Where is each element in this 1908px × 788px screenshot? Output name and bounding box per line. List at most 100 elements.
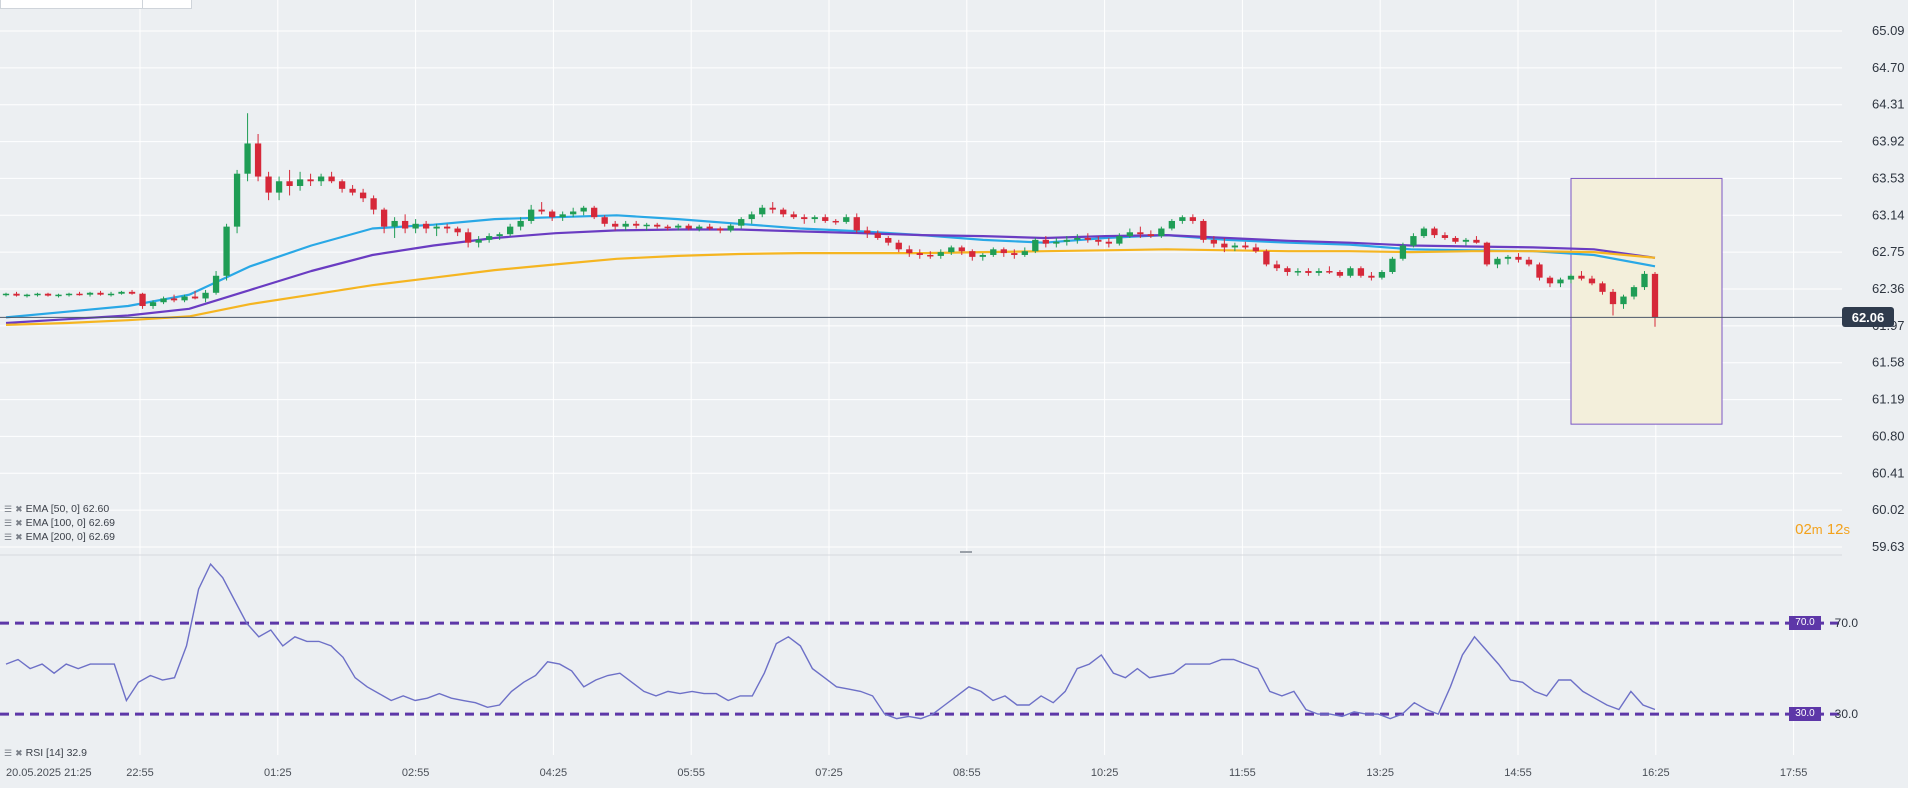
candle-body	[1095, 239, 1102, 242]
candle-body	[538, 209, 545, 212]
candle-body	[1389, 258, 1396, 272]
candle-body	[1378, 271, 1386, 278]
candle-body	[422, 223, 430, 229]
candle-body	[1620, 296, 1627, 305]
settings-icon[interactable]: ☰	[4, 531, 13, 542]
candle-body	[664, 226, 671, 229]
candle-body	[254, 143, 262, 177]
candle-body	[1431, 228, 1438, 236]
ema-line-0	[5, 214, 1656, 319]
candle-body	[1462, 239, 1470, 242]
candle-body	[1399, 245, 1407, 259]
candle-body	[916, 253, 923, 255]
close-icon[interactable]: ✖	[15, 503, 23, 514]
candle-body	[937, 252, 944, 256]
candle-body	[1168, 220, 1176, 229]
candle-body	[790, 214, 797, 218]
candle-body	[1210, 239, 1218, 244]
rsi-legend[interactable]: ☰ ✖ RSI [14] 32.9	[4, 747, 87, 759]
candle-body	[1179, 217, 1186, 221]
candle-body	[601, 217, 608, 224]
selection-rectangle	[1570, 177, 1723, 425]
time-tick-label: 22:55	[126, 767, 154, 779]
ema-50-name: EMA [50, 0]	[25, 503, 80, 515]
ema-lines	[5, 214, 1656, 326]
settings-icon[interactable]: ☰	[4, 747, 13, 758]
candle-body	[706, 226, 713, 229]
candle-body	[1326, 271, 1333, 273]
price-tick-label: 60.80	[1872, 428, 1905, 443]
rsi-value: 32.9	[66, 747, 87, 759]
settings-icon[interactable]: ☰	[4, 503, 13, 514]
candle-body	[1284, 268, 1291, 272]
ema-200-legend[interactable]: ☰ ✖ EMA [200, 0] 62.69	[4, 531, 115, 543]
rsi-level-70-badge: 70.0	[1789, 616, 1821, 631]
close-icon[interactable]: ✖	[15, 531, 23, 542]
candle-body	[591, 207, 598, 218]
candle-body	[149, 302, 157, 307]
candle-body	[244, 143, 251, 174]
ema-100-value: 62.69	[88, 517, 116, 529]
time-tick-label: 02:55	[402, 767, 430, 779]
candle-body	[44, 293, 52, 296]
candle-body	[212, 275, 220, 293]
close-icon[interactable]: ✖	[15, 517, 23, 528]
candle-body	[958, 247, 965, 252]
time-tick-label: 07:25	[815, 767, 843, 779]
time-tick-label: 16:25	[1642, 767, 1670, 779]
candle-body	[675, 225, 682, 228]
candle-body	[1599, 283, 1606, 292]
candle-body	[654, 224, 661, 227]
toolbar-button[interactable]	[142, 0, 191, 8]
candle-body	[979, 254, 986, 257]
candle-body	[948, 247, 955, 253]
candle-body	[349, 188, 356, 193]
price-tick-label: 64.70	[1872, 60, 1905, 75]
ema-100-legend[interactable]: ☰ ✖ EMA [100, 0] 62.69	[4, 517, 115, 529]
candle-body	[633, 223, 640, 226]
candle-body	[1641, 273, 1648, 288]
candle-body	[1536, 264, 1543, 278]
time-tick-label: 14:55	[1504, 767, 1532, 779]
current-price-text: 62.06	[1851, 309, 1885, 325]
candle-body	[927, 254, 934, 257]
chart-toolbar-widget[interactable]	[0, 0, 192, 9]
candle-body	[1105, 241, 1112, 244]
grid-lines	[0, 0, 1842, 755]
time-tick-label: 01:25	[264, 767, 292, 779]
price-tick-label: 62.75	[1872, 244, 1905, 259]
candle-body	[1063, 239, 1070, 242]
candle-body	[1504, 256, 1512, 259]
close-icon[interactable]: ✖	[15, 747, 23, 758]
candle-body	[1441, 235, 1449, 238]
candle-body	[822, 217, 829, 221]
rsi-level-30-label: 30.0	[1834, 707, 1858, 722]
price-tick-label: 62.36	[1872, 281, 1905, 296]
candle-body	[780, 209, 787, 215]
candle-body	[1315, 271, 1323, 273]
price-tick-label: 59.63	[1872, 539, 1905, 554]
settings-icon[interactable]: ☰	[4, 517, 13, 528]
candle-body	[1200, 220, 1207, 240]
candle-body	[1032, 239, 1039, 252]
price-tick-label: 65.09	[1872, 23, 1905, 38]
candle-body	[307, 179, 314, 182]
candle-body	[1473, 239, 1480, 243]
candle-body	[580, 207, 587, 212]
candle-body	[191, 296, 199, 299]
ema-50-legend[interactable]: ☰ ✖ EMA [50, 0] 62.60	[4, 503, 109, 515]
ema-line-1	[5, 228, 1656, 325]
candle-body	[559, 214, 566, 218]
candle-body	[1263, 251, 1270, 265]
price-tick-label: 61.58	[1872, 355, 1905, 370]
time-tick-label: 17:55	[1780, 767, 1808, 779]
candle-body	[391, 220, 398, 227]
candle-body	[181, 296, 188, 301]
ema-200-name: EMA [200, 0]	[25, 531, 86, 543]
candle-body	[118, 291, 125, 294]
candle-body	[97, 292, 104, 295]
candle-body	[55, 294, 62, 297]
candle-body	[1147, 234, 1154, 237]
